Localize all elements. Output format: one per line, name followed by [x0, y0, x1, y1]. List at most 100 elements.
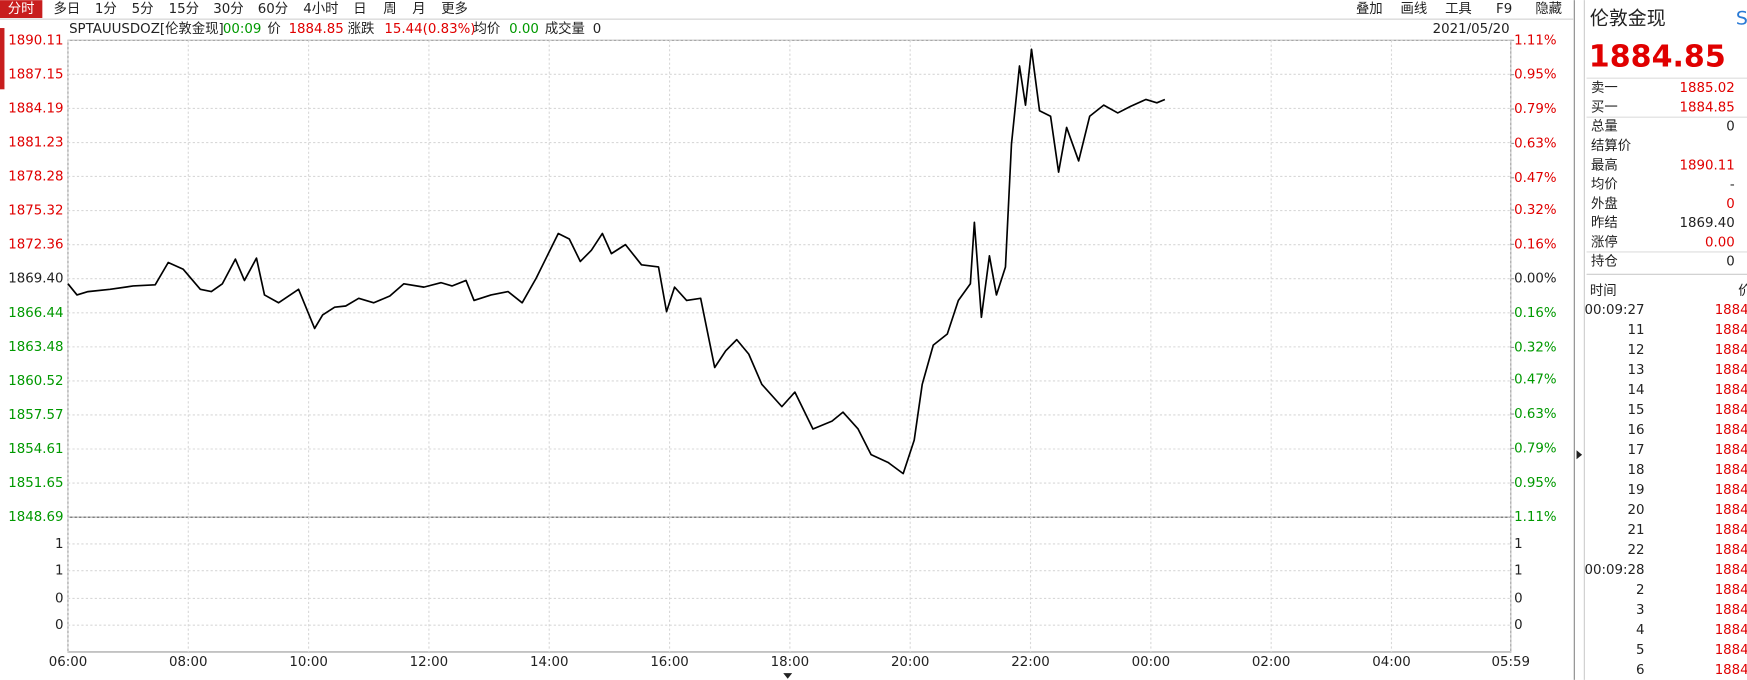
quote-label: 外盘: [1591, 195, 1618, 212]
trade-price: 1884.85: [1715, 543, 1747, 558]
y-tick-label: 1866.44: [8, 306, 63, 321]
trade-time: 22: [1627, 543, 1644, 558]
info-volume: 0: [593, 22, 602, 37]
trade-time: 18: [1627, 463, 1644, 478]
y2-tick-label: 0.63%: [1514, 136, 1556, 151]
volume-tick-label: 0: [1514, 618, 1522, 633]
trade-price: 1884.85: [1715, 443, 1747, 458]
quote-label: 结算价: [1591, 138, 1631, 154]
trade-price: 1884.85: [1715, 483, 1747, 498]
tab[interactable]: 1分: [95, 1, 117, 17]
y2-tick-label: 0.32%: [1514, 340, 1556, 355]
quote-value: 1885.02: [1679, 81, 1734, 96]
tab[interactable]: 日: [353, 2, 366, 17]
panel-code: S: [1736, 8, 1747, 30]
trade-price: 1884.85: [1715, 583, 1747, 598]
trade-time: 4: [1636, 623, 1644, 638]
panel-title: 伦敦金现: [1590, 8, 1666, 30]
y2-tick-label: 0.79%: [1514, 102, 1556, 117]
trade-time: 19: [1627, 483, 1644, 498]
x-tick-label: 10:00: [289, 655, 328, 670]
quote-label: 总量: [1591, 119, 1618, 135]
y-tick-label: 1863.48: [8, 340, 63, 355]
volume-tick-label: 1: [55, 537, 64, 552]
trade-price: 1884.85: [1715, 343, 1747, 358]
y2-tick-label: 0.47%: [1514, 171, 1556, 186]
tab[interactable]: 分时: [8, 1, 35, 17]
y-tick-label: 1848.69: [8, 510, 63, 525]
y-tick-label: 1872.36: [8, 238, 63, 253]
trade-price: 1884.85: [1715, 603, 1747, 618]
quote-label: 持仓: [1591, 254, 1618, 270]
tab[interactable]: 60分: [258, 1, 288, 17]
trade-price: 1884.85: [1715, 563, 1747, 578]
y-tick-label: 1869.40: [8, 272, 63, 287]
trade-time: 20: [1627, 503, 1644, 518]
y-tick-label: 1890.11: [8, 33, 63, 48]
tab[interactable]: 月: [412, 2, 425, 17]
y-tick-label: 1857.57: [8, 408, 63, 423]
trade-price: 1884.85: [1715, 523, 1747, 538]
quote-value: -: [1730, 178, 1735, 193]
tool[interactable]: F9: [1496, 2, 1512, 17]
tab[interactable]: 周: [383, 2, 396, 17]
tab[interactable]: 30分: [213, 1, 243, 17]
y2-tick-label: 0.47%: [1514, 373, 1556, 388]
x-tick-label: 18:00: [771, 655, 810, 670]
trade-header: 时间: [1590, 283, 1617, 299]
trade-time: 00:09:27: [1584, 303, 1644, 318]
tab[interactable]: 15分: [169, 1, 199, 17]
tool[interactable]: 隐藏: [1535, 1, 1562, 17]
quote-value: 0: [1726, 197, 1735, 212]
x-tick-label: 22:00: [1011, 655, 1049, 670]
x-tick-label: 02:00: [1252, 655, 1291, 670]
y2-tick-label: 0.32%: [1514, 203, 1556, 218]
y-tick-label: 1881.23: [8, 136, 63, 151]
trade-price: 1884.85: [1715, 403, 1747, 418]
panel-price: 1884.85: [1589, 40, 1726, 75]
y2-tick-label: 0.79%: [1514, 441, 1556, 456]
y2-tick-label: 1.11%: [1514, 510, 1556, 525]
y2-tick-label: 0.00%: [1514, 272, 1556, 287]
scroll-arrow[interactable]: [783, 673, 793, 679]
info-volume-label: 成交量: [545, 20, 585, 37]
tool[interactable]: 叠加: [1356, 1, 1383, 17]
trade-time: 11: [1627, 323, 1644, 338]
y2-tick-label: 0.95%: [1514, 68, 1556, 83]
y-tick-label: 1860.52: [8, 374, 63, 389]
tab[interactable]: 4小时: [303, 1, 338, 17]
tab[interactable]: 多日: [53, 0, 80, 17]
quote-label: 昨结: [1591, 215, 1618, 231]
tab[interactable]: 更多: [441, 0, 468, 17]
x-tick-label: 08:00: [169, 655, 208, 670]
tool[interactable]: 画线: [1401, 1, 1428, 17]
collapse-arrow[interactable]: [1576, 450, 1583, 460]
quote-label: 买一: [1591, 99, 1618, 115]
quote-label: 涨停: [1591, 233, 1618, 250]
price-line: [67, 48, 1166, 475]
y-tick-label: 1875.32: [8, 204, 63, 219]
x-tick-label: 04:00: [1372, 655, 1411, 670]
x-tick-label: 20:00: [891, 655, 930, 670]
trade-price: 1884.85: [1715, 663, 1747, 678]
info-avg: 0.00: [509, 22, 539, 37]
volume-tick-label: 0: [55, 618, 64, 633]
tool[interactable]: 工具: [1445, 2, 1472, 17]
trade-time: 15: [1627, 403, 1644, 418]
side-marker: [0, 28, 5, 90]
y-tick-label: 1887.15: [8, 67, 63, 82]
tab[interactable]: 5分: [132, 1, 154, 17]
trade-price: 1884.85: [1715, 643, 1747, 658]
trade-price: 1884.85: [1715, 383, 1747, 398]
info-date: 2021/05/20: [1433, 22, 1510, 37]
trade-price: 1884.85: [1715, 323, 1747, 338]
quote-value: 1890.11: [1679, 158, 1734, 173]
trade-time: 21: [1627, 523, 1644, 538]
volume-tick-label: 1: [1514, 537, 1522, 552]
trade-price: 1884.85: [1715, 463, 1747, 478]
quote-label: 最高: [1591, 156, 1618, 173]
trade-time: 6: [1636, 663, 1644, 678]
